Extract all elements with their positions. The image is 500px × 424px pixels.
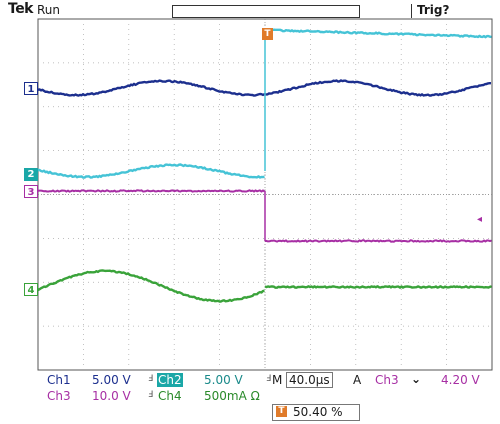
trigger-position-marker[interactable]: T [262, 28, 273, 40]
ch2-waveform-post [265, 30, 492, 38]
ch3-waveform-post [265, 240, 492, 241]
ch4-waveform-post [265, 286, 492, 287]
ch4-scale[interactable]: 500mA Ω [204, 389, 260, 403]
ch1-scale[interactable]: 5.00 V [92, 373, 131, 387]
ch3-scale[interactable]: 10.0 V [92, 389, 131, 403]
bandwidth-icon: Ⅎ [148, 390, 153, 400]
trigger-offset-value[interactable]: 50.40 % [293, 405, 343, 419]
ch1-label[interactable]: Ch1 [47, 373, 71, 387]
ch2-waveform-pre [38, 165, 265, 178]
ch3-label[interactable]: Ch3 [47, 389, 71, 403]
waveforms [38, 30, 492, 302]
ch3-ground-marker[interactable]: 3 [24, 185, 38, 198]
ch2-label[interactable]: Ch2 [157, 373, 183, 387]
trigger-level-value[interactable]: 4.20 V [441, 373, 480, 387]
trigger-mode: A [353, 373, 361, 387]
ch4-ground-marker[interactable]: 4 [24, 283, 38, 296]
bandwidth-icon: Ⅎ [148, 374, 153, 384]
timebase-label: M [272, 373, 282, 387]
ch2-ground-marker[interactable]: 2 [24, 168, 38, 181]
ch4-label[interactable]: Ch4 [158, 389, 182, 403]
bandwidth-icon: Ⅎ [266, 374, 271, 384]
trigger-source[interactable]: Ch3 [375, 373, 399, 387]
trigger-slope-icon: ⌄ [411, 372, 421, 386]
timebase-value[interactable]: 40.0µs [286, 372, 333, 388]
ch1-ground-marker[interactable]: 1 [24, 82, 38, 95]
trigger-level-marker[interactable]: ◂ [477, 214, 482, 225]
trigger-offset-icon: T [276, 406, 287, 417]
ch3-waveform-pre [38, 190, 265, 191]
ch2-scale[interactable]: 5.00 V [204, 373, 243, 387]
ch4-waveform-pre [38, 270, 265, 301]
